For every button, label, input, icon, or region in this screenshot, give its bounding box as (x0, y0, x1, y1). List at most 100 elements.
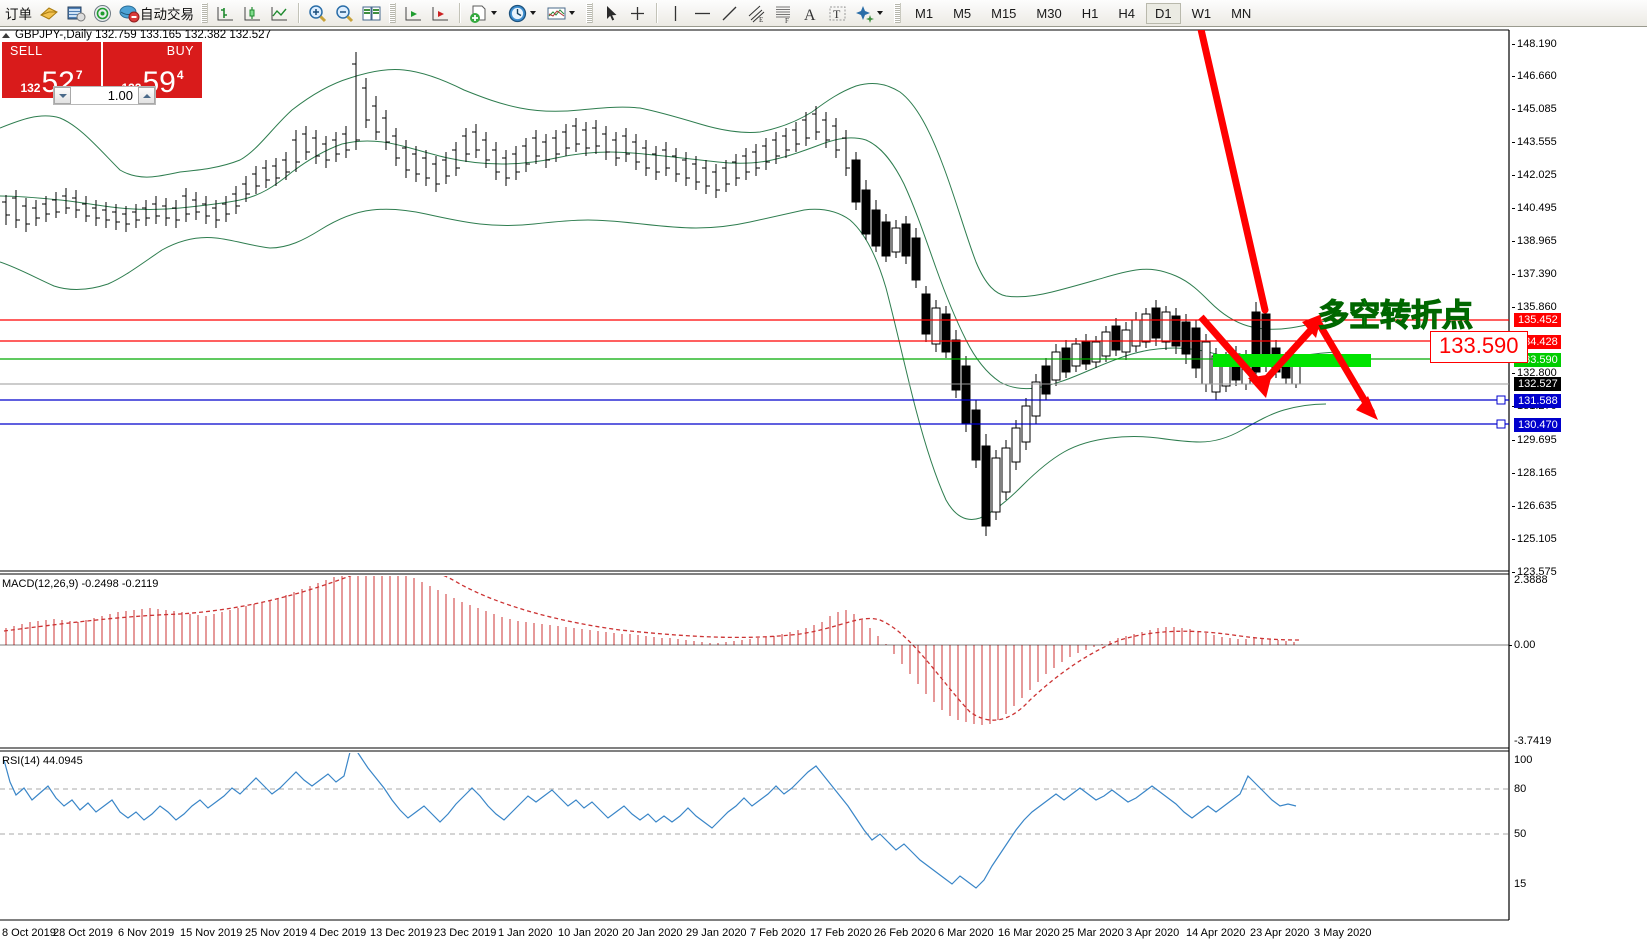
rsi-tick: 15 (1514, 878, 1527, 890)
annotation-headline[interactable]: 多空转折点 (1317, 297, 1473, 334)
shapes-icon (854, 3, 875, 24)
toolbar-templates-button[interactable] (543, 1, 582, 25)
toolbar-crosshair-button[interactable] (624, 1, 651, 25)
date-tick: 29 Jan 2020 (686, 927, 747, 939)
period-d1[interactable]: D1 (1145, 2, 1181, 24)
macd-tick: -3.7419 (1514, 735, 1552, 747)
toolbar-equidistant-channel-button[interactable]: E (743, 1, 770, 25)
toolbar-cursor-button[interactable] (597, 1, 624, 25)
price-tick: 123.575 (1512, 566, 1557, 578)
toolbar-data-window-button[interactable] (62, 1, 89, 25)
period-w1[interactable]: W1 (1191, 5, 1212, 21)
toolbar-tile-windows-button[interactable] (358, 1, 385, 25)
tile-windows-icon (361, 3, 382, 24)
date-tick: 8 Oct 2019 (2, 927, 56, 939)
volume-input[interactable]: 1.00 (71, 87, 138, 104)
chart-collapse-icon[interactable] (2, 32, 10, 38)
toolbar-period-button[interactable] (504, 1, 543, 25)
toolbar-chart-shift-button[interactable] (400, 1, 427, 25)
date-tick: 25 Nov 2019 (245, 927, 308, 939)
templates-icon (546, 3, 567, 24)
toolbar-candlestick-chart-button[interactable] (239, 1, 266, 25)
orders-label: 订单 (5, 7, 32, 22)
date-tick: 20 Jan 2020 (622, 927, 683, 939)
macd-tick: 2.3888 (1514, 574, 1548, 586)
date-tick: 23 Dec 2019 (434, 927, 497, 939)
toolbar-separator (389, 3, 396, 23)
autotrading-label: 自动交易 (140, 7, 194, 22)
last-price-tag: 132.527 (1514, 377, 1561, 391)
toolbar-orders-button[interactable]: 订单 (2, 1, 35, 25)
toolbar-trendline-button[interactable] (716, 1, 743, 25)
toolbar-autotrading-button[interactable]: 自动交易 (116, 1, 197, 25)
period-mn[interactable]: MN (1231, 5, 1252, 21)
crosshair-icon (627, 3, 648, 24)
price-level-support-1[interactable]: 131.588 (1514, 394, 1561, 408)
price-tick: 129.695 (1512, 434, 1557, 446)
chevron-down-icon[interactable] (569, 11, 575, 15)
toolbar-text-label-button[interactable]: T (824, 1, 851, 25)
date-tick: 16 Mar 2020 (998, 927, 1060, 939)
chart-shift-icon (403, 3, 424, 24)
zoom-in-icon (307, 3, 328, 24)
toolbar-separator (894, 3, 901, 23)
toolbar-indicators-button[interactable] (465, 1, 504, 25)
toolbar-vertical-line-button[interactable] (662, 1, 689, 25)
volume-stepper[interactable]: 1.00 (53, 86, 156, 105)
toolbar-text-button[interactable]: A (797, 1, 824, 25)
toolbar-auto-scroll-button[interactable] (427, 1, 454, 25)
equidistant-channel-icon: E (746, 3, 767, 24)
period-m5[interactable]: M5 (953, 5, 972, 21)
period-m1[interactable]: M1 (915, 5, 934, 21)
toolbar-separator (586, 3, 593, 23)
toolbar-line-chart-button[interactable] (266, 1, 293, 25)
toolbar-horizontal-line-button[interactable] (689, 1, 716, 25)
price-tick: 132.800 (1512, 367, 1557, 379)
text-icon: A (800, 3, 821, 24)
annotation-level-box[interactable]: 133.590 (1430, 331, 1528, 363)
toolbar-shapes-button[interactable] (851, 1, 890, 25)
date-tick: 7 Feb 2020 (750, 927, 806, 939)
toolbar-signals-button[interactable] (89, 1, 116, 25)
date-tick: 15 Nov 2019 (180, 927, 243, 939)
date-tick: 10 Jan 2020 (558, 927, 619, 939)
period-h1[interactable]: H1 (1081, 5, 1099, 21)
volume-decrease-button[interactable] (54, 87, 71, 104)
cursor-icon (600, 3, 621, 24)
chevron-down-icon[interactable] (530, 11, 536, 15)
date-tick: 14 Apr 2020 (1186, 927, 1246, 939)
toolbar-bar-chart-button[interactable] (212, 1, 239, 25)
chevron-down-icon[interactable] (491, 11, 497, 15)
macd-label: MACD(12,26,9) -0.2498 -0.2119 (2, 578, 159, 590)
toolbar-separator (656, 3, 657, 23)
price-tick: 137.390 (1512, 268, 1557, 280)
svg-text:F: F (785, 17, 789, 24)
sell-price-big-figure: 132 (20, 81, 41, 95)
symbol-ohlc-label: GBPJPY-,Daily 132.759 133.165 132.382 13… (15, 29, 271, 41)
price-level-resistance-1[interactable]: 135.452 (1514, 313, 1561, 327)
one-click-trading-panel: SELL 132 52 7 BUY 132 59 4 1.00 (2, 42, 202, 105)
price-level-support-2[interactable]: 130.470 (1514, 418, 1561, 432)
auto-scroll-icon (430, 3, 451, 24)
data-window-icon (65, 3, 86, 24)
fibonacci-icon: F (773, 3, 794, 24)
rsi-label: RSI(14) 44.0945 (2, 755, 83, 767)
toolbar-zoom-in-button[interactable] (304, 1, 331, 25)
volume-increase-button[interactable] (138, 87, 155, 104)
toolbar-fibonacci-button[interactable]: F (770, 1, 797, 25)
candlestick-chart-icon (242, 3, 263, 24)
chart-symbol-header: GBPJPY-,Daily 132.759 133.165 132.382 13… (0, 28, 271, 42)
date-tick: 6 Mar 2020 (938, 927, 994, 939)
buy-price-fraction: 4 (176, 68, 184, 82)
period-m15[interactable]: M15 (991, 5, 1017, 21)
toolbar-history-icon-button[interactable] (35, 1, 62, 25)
date-tick: 28 Oct 2019 (53, 927, 113, 939)
toolbar-zoom-out-button[interactable] (331, 1, 358, 25)
toolbar-separator (201, 3, 208, 23)
chevron-down-icon[interactable] (877, 11, 883, 15)
date-tick: 6 Nov 2019 (118, 927, 175, 939)
date-tick: 13 Dec 2019 (370, 927, 433, 939)
period-m30[interactable]: M30 (1036, 5, 1062, 21)
period-h4[interactable]: H4 (1118, 5, 1135, 21)
